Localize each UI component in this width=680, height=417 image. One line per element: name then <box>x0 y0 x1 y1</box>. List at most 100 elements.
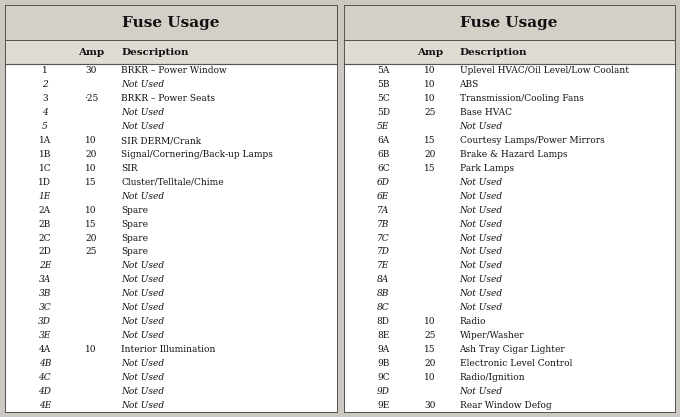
Text: 25: 25 <box>86 247 97 256</box>
Text: Not Used: Not Used <box>460 122 503 131</box>
Text: Not Used: Not Used <box>460 289 503 298</box>
Text: 7E: 7E <box>377 261 390 270</box>
Text: 7C: 7C <box>377 234 390 243</box>
Text: 10: 10 <box>86 136 97 145</box>
Text: 20: 20 <box>86 150 97 159</box>
Text: 9C: 9C <box>377 373 390 382</box>
Text: 1E: 1E <box>39 192 51 201</box>
Text: Not Used: Not Used <box>460 303 503 312</box>
Text: Not Used: Not Used <box>460 178 503 187</box>
Text: Amp: Amp <box>78 48 104 57</box>
Text: Not Used: Not Used <box>460 387 503 396</box>
Text: 3B: 3B <box>39 289 51 298</box>
Text: 15: 15 <box>424 345 435 354</box>
Text: 8A: 8A <box>377 275 390 284</box>
Text: 10: 10 <box>424 66 435 75</box>
Text: Brake & Hazard Lamps: Brake & Hazard Lamps <box>460 150 567 159</box>
Text: 1B: 1B <box>39 150 51 159</box>
Text: Not Used: Not Used <box>121 387 164 396</box>
Text: 25: 25 <box>424 108 435 117</box>
Text: 6C: 6C <box>377 164 390 173</box>
Text: Transmission/Cooling Fans: Transmission/Cooling Fans <box>460 94 583 103</box>
Text: 8C: 8C <box>377 303 390 312</box>
Text: Not Used: Not Used <box>121 108 164 117</box>
Text: Wiper/Washer: Wiper/Washer <box>460 331 524 340</box>
Text: 9E: 9E <box>377 401 390 409</box>
Text: 5C: 5C <box>377 94 390 103</box>
Text: 6D: 6D <box>377 178 390 187</box>
Text: 30: 30 <box>424 401 435 409</box>
Text: Not Used: Not Used <box>121 331 164 340</box>
Text: 2D: 2D <box>38 247 51 256</box>
Text: 2A: 2A <box>39 206 51 215</box>
Text: Uplevel HVAC/Oil Level/Low Coolant: Uplevel HVAC/Oil Level/Low Coolant <box>460 66 628 75</box>
Text: ·25: ·25 <box>84 94 99 103</box>
Text: Not Used: Not Used <box>460 275 503 284</box>
Text: Fuse Usage: Fuse Usage <box>460 16 558 30</box>
Text: 7A: 7A <box>377 206 390 215</box>
Text: 9D: 9D <box>377 387 390 396</box>
Bar <box>343 5 675 412</box>
Text: BRKR – Power Window: BRKR – Power Window <box>121 66 226 75</box>
Text: 9B: 9B <box>377 359 390 368</box>
Text: 5D: 5D <box>377 108 390 117</box>
Text: 6A: 6A <box>377 136 390 145</box>
Text: BRKR – Power Seats: BRKR – Power Seats <box>121 94 215 103</box>
Text: Not Used: Not Used <box>121 373 164 382</box>
Text: 20: 20 <box>424 359 435 368</box>
Text: 10: 10 <box>424 80 435 89</box>
Text: 10: 10 <box>424 317 435 326</box>
Text: Not Used: Not Used <box>460 247 503 256</box>
Text: Base HVAC: Base HVAC <box>460 108 511 117</box>
Text: Interior Illumination: Interior Illumination <box>121 345 216 354</box>
Bar <box>5 40 337 64</box>
Text: Radio: Radio <box>460 317 486 326</box>
Text: SIR DERM/Crank: SIR DERM/Crank <box>121 136 201 145</box>
Text: 5: 5 <box>42 122 48 131</box>
Text: 30: 30 <box>86 66 97 75</box>
Text: Courtesy Lamps/Power Mirrors: Courtesy Lamps/Power Mirrors <box>460 136 605 145</box>
Text: 9A: 9A <box>377 345 390 354</box>
Text: Fuse Usage: Fuse Usage <box>122 16 220 30</box>
Text: 4D: 4D <box>38 387 51 396</box>
Text: 1: 1 <box>42 66 48 75</box>
Text: Not Used: Not Used <box>121 261 164 270</box>
Text: Spare: Spare <box>121 206 148 215</box>
Text: 2E: 2E <box>39 261 51 270</box>
Text: Radio/Ignition: Radio/Ignition <box>460 373 525 382</box>
Text: 2B: 2B <box>39 220 51 229</box>
Text: 15: 15 <box>86 220 97 229</box>
Text: 3A: 3A <box>39 275 51 284</box>
Text: Not Used: Not Used <box>121 401 164 409</box>
Text: 4A: 4A <box>39 345 51 354</box>
Text: Amp: Amp <box>417 48 443 57</box>
Text: 15: 15 <box>86 178 97 187</box>
Text: 1D: 1D <box>38 178 51 187</box>
Text: Ash Tray Cigar Lighter: Ash Tray Cigar Lighter <box>460 345 565 354</box>
Text: Not Used: Not Used <box>460 220 503 229</box>
Text: 3E: 3E <box>39 331 51 340</box>
Text: Cluster/Telltale/Chime: Cluster/Telltale/Chime <box>121 178 224 187</box>
Bar <box>5 5 337 40</box>
Text: Not Used: Not Used <box>121 359 164 368</box>
Text: Spare: Spare <box>121 247 148 256</box>
Text: 8E: 8E <box>377 331 390 340</box>
Text: 8D: 8D <box>377 317 390 326</box>
Text: Not Used: Not Used <box>121 275 164 284</box>
Text: 4B: 4B <box>39 359 51 368</box>
Text: 10: 10 <box>424 94 435 103</box>
Text: Spare: Spare <box>121 220 148 229</box>
Text: Not Used: Not Used <box>121 303 164 312</box>
Text: Not Used: Not Used <box>121 80 164 89</box>
Text: 3C: 3C <box>39 303 51 312</box>
Text: Not Used: Not Used <box>460 206 503 215</box>
Text: Description: Description <box>121 48 188 57</box>
Text: Signal/Cornering/Back-up Lamps: Signal/Cornering/Back-up Lamps <box>121 150 273 159</box>
Text: 5B: 5B <box>377 80 390 89</box>
Text: Not Used: Not Used <box>121 317 164 326</box>
Text: 25: 25 <box>424 331 435 340</box>
Text: 7B: 7B <box>377 220 390 229</box>
Text: 3: 3 <box>42 94 48 103</box>
Text: 20: 20 <box>86 234 97 243</box>
Text: 8B: 8B <box>377 289 390 298</box>
